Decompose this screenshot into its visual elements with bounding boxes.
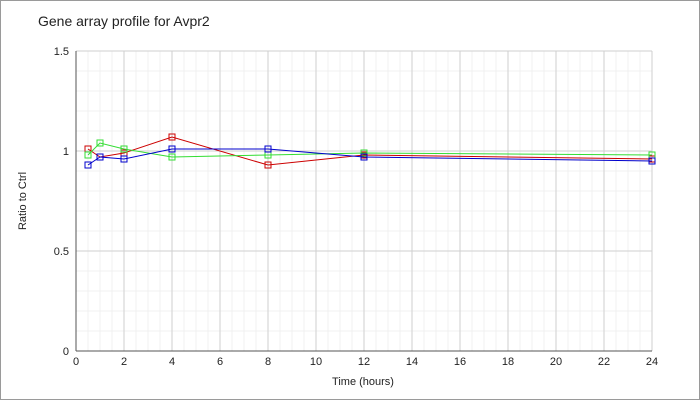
x-tick-label: 24 xyxy=(646,356,658,368)
axes xyxy=(75,51,652,352)
x-tick-label: 0 xyxy=(73,356,79,368)
data-point-marker xyxy=(168,133,176,141)
data-point-marker xyxy=(360,149,368,157)
data-point-marker xyxy=(96,153,104,161)
x-tick-label: 12 xyxy=(358,356,370,368)
x-tick-label: 20 xyxy=(550,356,562,368)
data-point-marker xyxy=(120,145,128,153)
x-axis-label: Time (hours) xyxy=(332,376,394,388)
x-tick-label: 18 xyxy=(502,356,514,368)
data-point-marker xyxy=(84,161,92,169)
data-point-marker xyxy=(648,157,656,165)
x-tick-label: 8 xyxy=(265,356,271,368)
x-tick-label: 16 xyxy=(454,356,466,368)
series-3 xyxy=(84,145,656,169)
major-grid xyxy=(75,50,653,352)
data-point-marker xyxy=(360,153,368,161)
x-tick-label: 22 xyxy=(598,356,610,368)
series-group xyxy=(84,133,656,169)
data-point-marker xyxy=(84,151,92,159)
data-point-marker xyxy=(264,145,272,153)
data-point-marker xyxy=(264,161,272,169)
data-point-marker xyxy=(120,155,128,163)
data-point-marker xyxy=(96,139,104,147)
x-tick-label: 14 xyxy=(406,356,418,368)
x-tick-label: 6 xyxy=(217,356,223,368)
y-tick-label: 1 xyxy=(63,146,69,158)
y-tick-label: 1.5 xyxy=(54,46,69,58)
y-tick-label: 0 xyxy=(63,346,69,358)
series-line xyxy=(87,148,653,166)
x-tick-label: 10 xyxy=(310,356,322,368)
chart-title: Gene array profile for Avpr2 xyxy=(38,13,210,29)
data-point-marker xyxy=(168,145,176,153)
data-point-marker xyxy=(168,153,176,161)
series-line xyxy=(87,142,653,158)
x-tick-label: 4 xyxy=(169,356,175,368)
y-tick-label: 0.5 xyxy=(54,246,69,258)
y-axis-label: Ratio to Ctrl xyxy=(17,172,29,230)
x-tick-label: 2 xyxy=(121,356,127,368)
